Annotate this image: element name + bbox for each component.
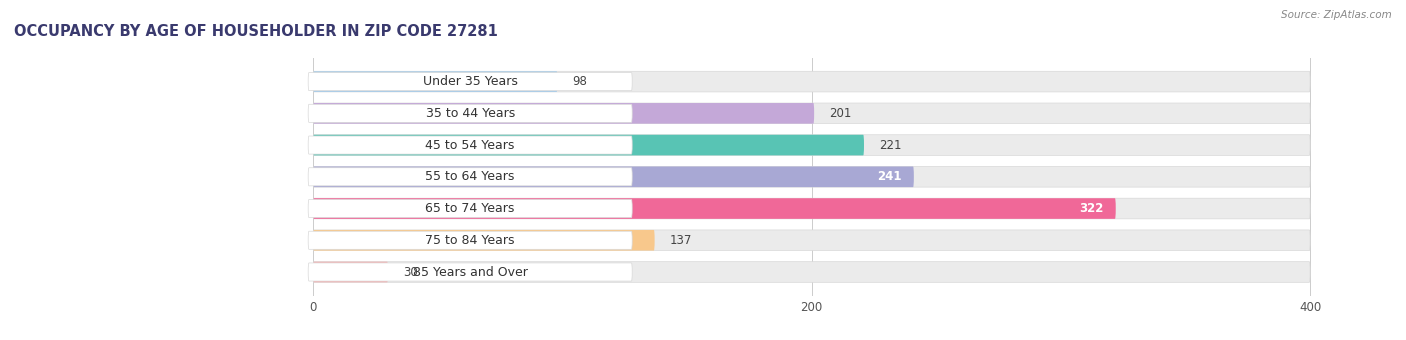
Text: 35 to 44 Years: 35 to 44 Years [426, 107, 515, 120]
FancyBboxPatch shape [314, 167, 1310, 187]
FancyBboxPatch shape [314, 262, 388, 282]
FancyBboxPatch shape [314, 262, 1310, 282]
Text: 75 to 84 Years: 75 to 84 Years [426, 234, 515, 247]
FancyBboxPatch shape [308, 263, 633, 281]
Text: 241: 241 [877, 170, 901, 183]
FancyBboxPatch shape [314, 230, 1310, 251]
FancyBboxPatch shape [314, 198, 1116, 219]
Text: 30: 30 [404, 266, 418, 278]
Text: 65 to 74 Years: 65 to 74 Years [426, 202, 515, 215]
FancyBboxPatch shape [314, 103, 814, 124]
Text: 221: 221 [879, 139, 901, 152]
FancyBboxPatch shape [308, 168, 633, 186]
Text: Under 35 Years: Under 35 Years [423, 75, 517, 88]
FancyBboxPatch shape [308, 200, 633, 218]
FancyBboxPatch shape [314, 198, 1310, 219]
FancyBboxPatch shape [308, 104, 633, 122]
Text: 85 Years and Over: 85 Years and Over [413, 266, 527, 278]
FancyBboxPatch shape [314, 135, 863, 155]
Text: 98: 98 [572, 75, 588, 88]
FancyBboxPatch shape [314, 135, 1310, 155]
Text: 137: 137 [669, 234, 692, 247]
FancyBboxPatch shape [308, 231, 633, 249]
FancyBboxPatch shape [314, 103, 1310, 124]
Text: Source: ZipAtlas.com: Source: ZipAtlas.com [1281, 10, 1392, 20]
FancyBboxPatch shape [314, 71, 1310, 92]
FancyBboxPatch shape [308, 72, 633, 91]
Text: OCCUPANCY BY AGE OF HOUSEHOLDER IN ZIP CODE 27281: OCCUPANCY BY AGE OF HOUSEHOLDER IN ZIP C… [14, 24, 498, 39]
FancyBboxPatch shape [314, 71, 557, 92]
FancyBboxPatch shape [314, 230, 655, 251]
Text: 322: 322 [1078, 202, 1104, 215]
Text: 55 to 64 Years: 55 to 64 Years [426, 170, 515, 183]
Text: 201: 201 [830, 107, 852, 120]
Text: 45 to 54 Years: 45 to 54 Years [426, 139, 515, 152]
FancyBboxPatch shape [308, 136, 633, 154]
FancyBboxPatch shape [314, 167, 914, 187]
